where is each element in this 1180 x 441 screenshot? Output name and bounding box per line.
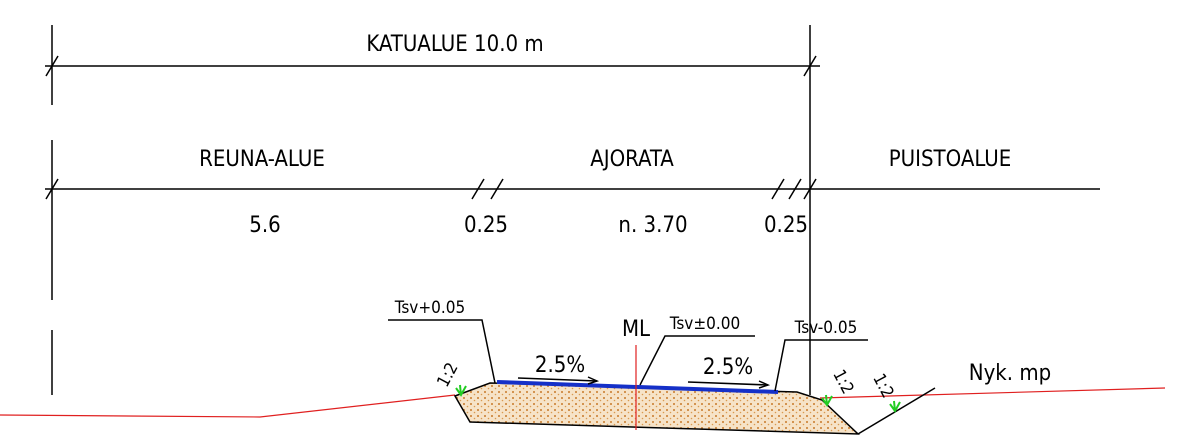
- dimension-label: n. 3.70: [618, 213, 687, 238]
- ditch-slope: [857, 387, 936, 435]
- dimension-label: 5.6: [249, 213, 280, 238]
- ground-label: Nyk. mp: [969, 361, 1051, 386]
- zone-label: AJORATA: [590, 147, 674, 172]
- pavement: [496, 380, 779, 394]
- dimension-label: 0.25: [764, 213, 808, 238]
- embankment-slope-label: 1:2: [433, 359, 462, 390]
- leaders: [388, 319, 868, 392]
- slope-label: 2.5%: [703, 355, 753, 380]
- level-label: Tsv±0.00: [669, 314, 740, 334]
- embankment-slope-label: 1:2: [828, 366, 857, 397]
- dimension-label: 0.25: [464, 213, 508, 238]
- ground-line: [0, 394, 456, 418]
- zone-label: REUNA-ALUE: [199, 147, 325, 172]
- zone-label: PUISTOALUE: [889, 147, 1012, 172]
- slope-arrows: [517, 376, 771, 389]
- grass-marks: [455, 384, 901, 413]
- embankment: [453, 382, 860, 435]
- title: KATUALUE 10.0 m: [366, 32, 543, 57]
- ground-line: [819, 387, 1166, 399]
- level-label: Tsv-0.05: [794, 318, 858, 338]
- slope-label: 2.5%: [535, 353, 585, 378]
- level-label: Tsv+0.05: [394, 298, 465, 318]
- dimension-lines: [45, 25, 1100, 395]
- centerline-label: ML: [622, 317, 650, 342]
